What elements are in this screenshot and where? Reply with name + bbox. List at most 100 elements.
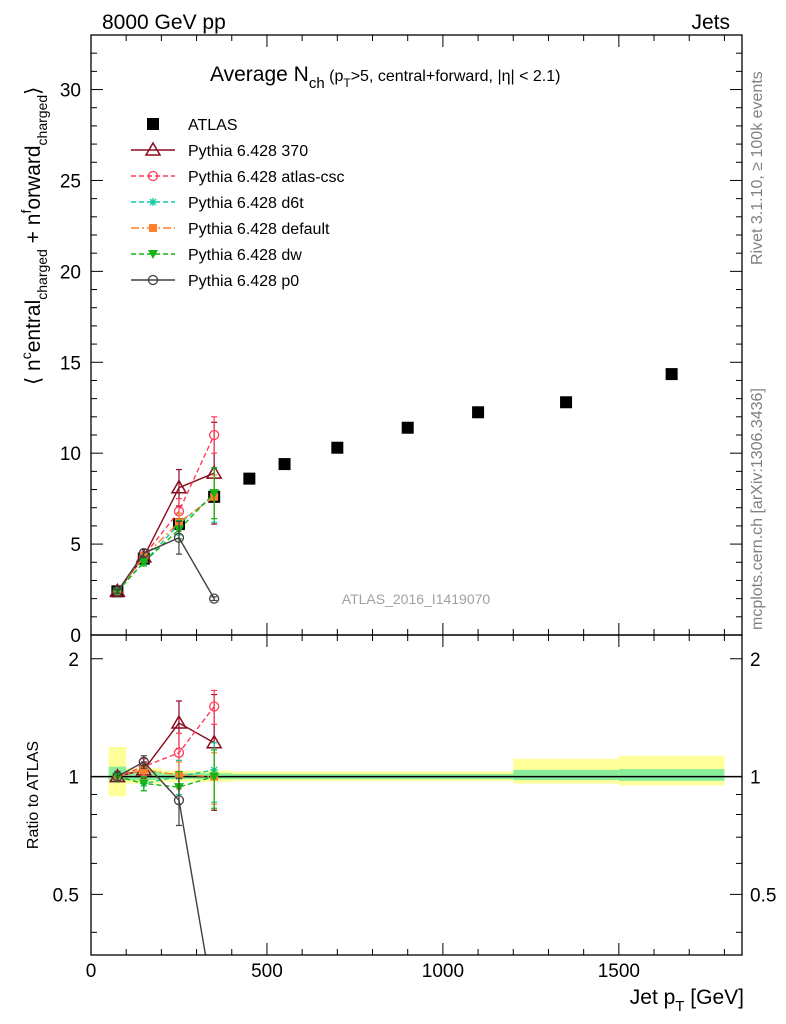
series-pythia-6-428-p0 — [112, 755, 219, 1010]
data-point — [209, 429, 220, 441]
data-point — [209, 593, 220, 604]
x-tick-label: 1500 — [598, 961, 640, 982]
x-tick-label: 1000 — [422, 961, 464, 982]
ratio-panel: 0 500 1000 1500 0.5 0.5 1 1 2 2 — [53, 634, 776, 1010]
data-point — [243, 472, 256, 485]
legend-label: Pythia 6.428 dw — [188, 247, 302, 264]
legend-item-pythia-6-428-atlas-csc: Pythia 6.428 atlas-csc — [131, 169, 345, 186]
series-atlas — [111, 368, 678, 598]
y-tick-label: 0 — [70, 626, 81, 647]
series-line — [117, 775, 215, 788]
x-tick-label: 500 — [251, 961, 283, 982]
y-tick-label: 20 — [60, 262, 81, 283]
side-mcplots: mcplots.cern.ch [arXiv:1306.3436] — [749, 388, 766, 630]
main-panel-content — [109, 368, 678, 604]
data-point — [138, 558, 149, 568]
header-left: 8000 GeV pp — [102, 11, 226, 34]
legend-item-pythia-6-428-p0: Pythia 6.428 p0 — [131, 273, 299, 290]
legend-marker — [148, 250, 158, 259]
series-line — [117, 769, 215, 785]
main-panel: 0 5 10 15 20 25 30 — [60, 34, 743, 647]
y-tick-label-right: 0.5 — [750, 885, 776, 906]
legend-label: Pythia 6.428 atlas-csc — [188, 169, 345, 186]
ratio-y-axis-label: Ratio to ATLAS — [25, 741, 42, 849]
uncertainty-band-inner — [618, 769, 725, 781]
series-line — [117, 722, 215, 778]
x-axis-label: Jet pT [GeV] — [630, 986, 744, 1015]
uncertainty-band-inner — [513, 769, 619, 780]
y-tick-label: 2 — [68, 650, 79, 671]
legend-label: Pythia 6.428 370 — [188, 143, 308, 160]
legend-label: Pythia 6.428 p0 — [188, 273, 299, 290]
main-title-prefix: Average N — [210, 63, 309, 86]
series-line — [116, 492, 215, 592]
data-point — [170, 479, 188, 494]
data-point — [472, 406, 485, 419]
data-point — [138, 548, 149, 559]
legend-marker — [144, 141, 162, 156]
series-pythia-6-428-370 — [109, 693, 223, 811]
main-title: Average Nch (pT>5, central+forward, |η| … — [210, 63, 560, 92]
legend-item-pythia-6-428-d6t: Pythia 6.428 d6t — [131, 195, 304, 212]
data-point — [138, 779, 149, 789]
data-point — [665, 368, 678, 381]
data-point — [173, 532, 185, 543]
legend-item-pythia-6-428-dw: Pythia 6.428 dw — [131, 247, 302, 264]
legend-item-pythia-6-428-370: Pythia 6.428 370 — [131, 141, 308, 160]
header-right: Jets — [691, 11, 730, 34]
data-point — [401, 421, 414, 434]
y-tick-label: 5 — [70, 535, 81, 556]
x-tick-label: 0 — [86, 961, 97, 982]
data-point — [560, 396, 573, 409]
data-point — [138, 756, 149, 768]
data-point — [173, 747, 185, 758]
legend-marker — [149, 224, 157, 232]
series-pythia-6-428-atlas-csc — [112, 416, 220, 597]
series-line — [116, 434, 215, 592]
series-line — [117, 761, 207, 955]
legend-marker — [147, 118, 159, 130]
data-point — [210, 1001, 219, 1010]
y-axis-label: ⟨ ncentralcharged + nforwardcharged⟩ — [18, 87, 50, 385]
y-tick-label-right: 1 — [750, 768, 761, 789]
y-tick-label: 1 — [68, 768, 79, 789]
series-line — [116, 536, 215, 599]
main-title-rest1-sub: T — [343, 76, 351, 90]
main-title-rest2: >5, central+forward, |η| < 2.1) — [351, 68, 561, 85]
series-pythia-6-428-p0 — [112, 520, 220, 604]
side-rivet: Rivet 3.1.10, ≥ 100k events — [749, 71, 766, 265]
y-tick-label: 30 — [60, 81, 81, 102]
data-point — [209, 489, 220, 499]
series-pythia-6-428-370 — [109, 421, 223, 598]
legend-marker — [149, 198, 157, 206]
legend-marker — [147, 170, 159, 182]
data-point — [112, 586, 123, 597]
series-line — [116, 496, 215, 592]
data-point — [170, 714, 188, 729]
y-tick-label: 15 — [60, 353, 81, 374]
legend-item-pythia-6-428-default: Pythia 6.428 default — [131, 221, 330, 238]
data-point — [112, 771, 123, 782]
legend-label: ATLAS — [188, 117, 238, 134]
data-point — [139, 765, 148, 774]
legend-label: Pythia 6.428 d6t — [188, 195, 304, 212]
legend-item-atlas: ATLAS — [147, 117, 238, 134]
legend-marker — [147, 274, 159, 286]
data-point — [331, 441, 344, 454]
ratio-panel-frame — [90, 634, 743, 956]
y-tick-label: 0.5 — [53, 885, 79, 906]
y-tick-label: 10 — [60, 444, 81, 465]
legend: ATLAS Pythia 6.428 370 Pythia 6.428 atlas-… — [131, 117, 345, 290]
analysis-watermark: ATLAS_2016_I1419070 — [342, 591, 491, 607]
data-point — [278, 458, 291, 471]
data-point — [209, 772, 220, 782]
series-line — [117, 769, 215, 778]
ratio-panel-content — [91, 689, 742, 1010]
main-title-rest1: (p — [325, 68, 344, 85]
y-tick-label-right: 2 — [750, 650, 761, 671]
main-title-sub: ch — [309, 75, 325, 92]
data-point — [173, 795, 185, 806]
y-tick-label: 25 — [60, 171, 81, 192]
data-point — [209, 701, 220, 712]
